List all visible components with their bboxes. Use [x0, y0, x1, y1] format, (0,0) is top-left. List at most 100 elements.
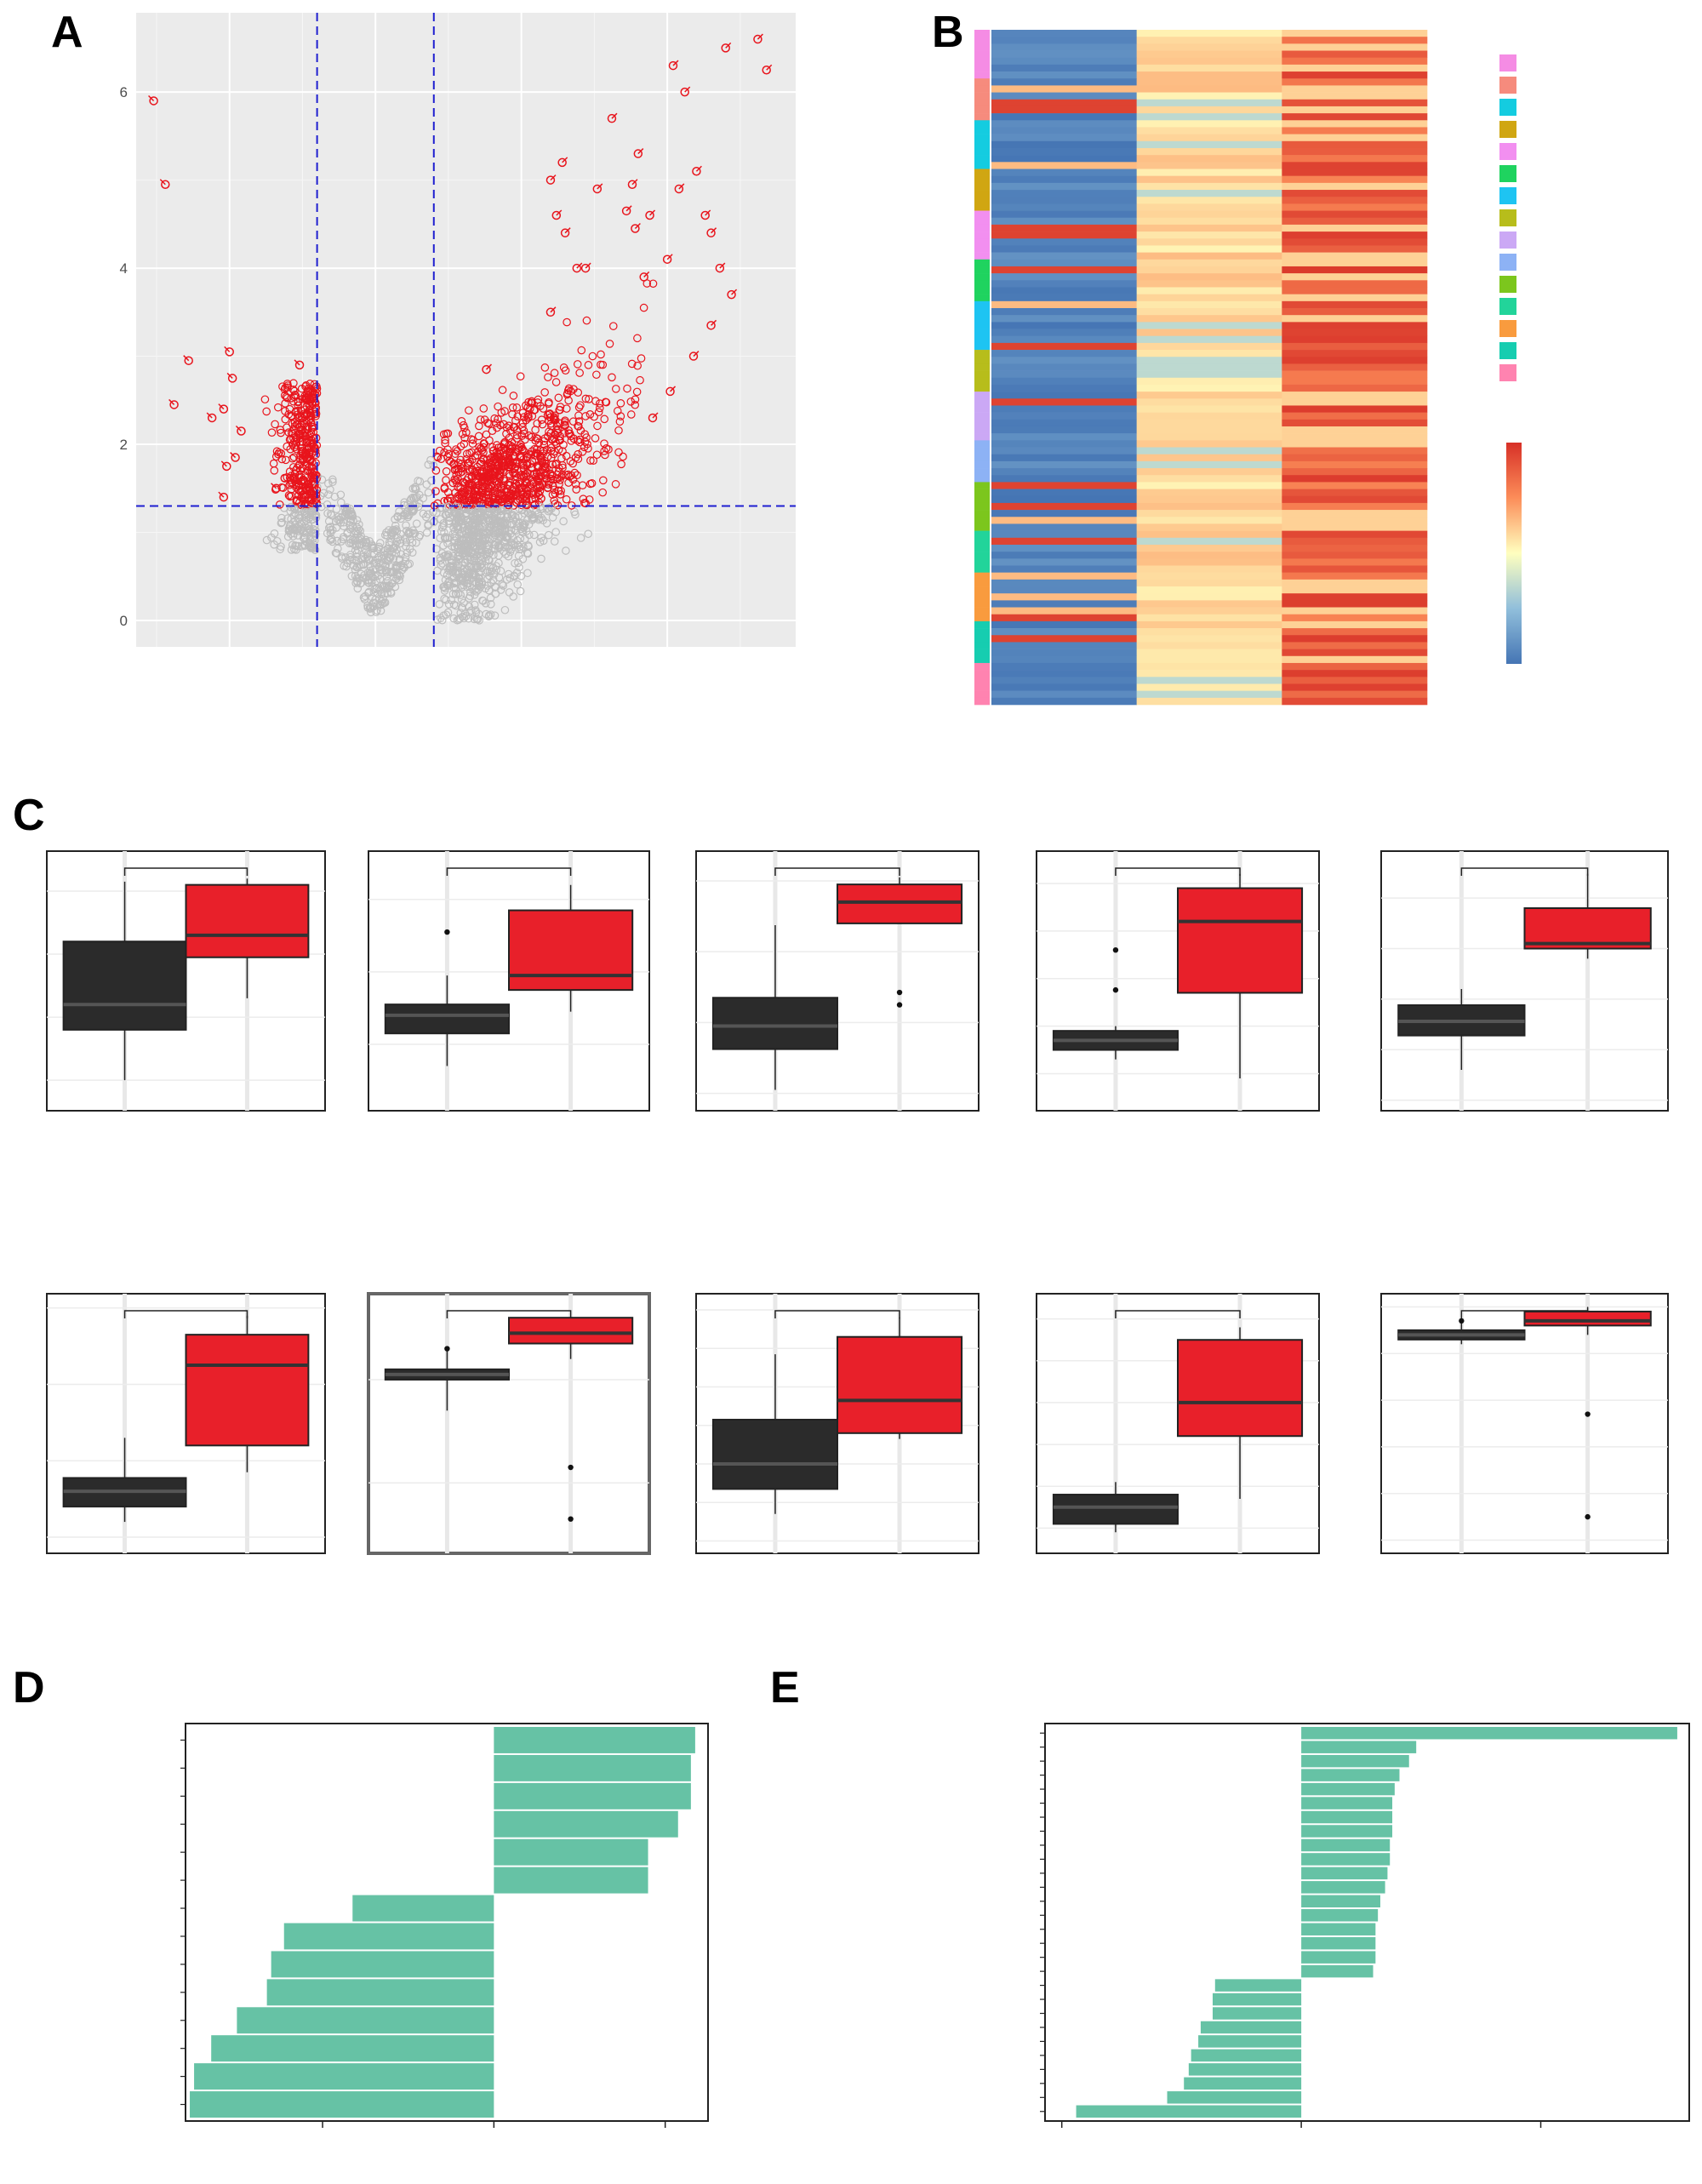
background-point	[306, 455, 314, 464]
signature-cell	[974, 357, 990, 364]
background-point	[637, 354, 646, 363]
background-point	[524, 397, 533, 407]
heatmap-cell	[1136, 635, 1282, 643]
background-point	[555, 405, 564, 415]
background-point	[484, 545, 493, 554]
background-point	[636, 375, 644, 385]
signature-cell	[974, 510, 990, 517]
signature-cell	[974, 273, 990, 281]
background-point	[297, 542, 306, 551]
bar	[1214, 1979, 1302, 1992]
background-point	[574, 449, 582, 459]
bar	[1184, 2077, 1302, 2090]
background-point	[605, 340, 614, 348]
background-point	[574, 422, 583, 431]
background-point	[459, 489, 468, 497]
background-point	[600, 439, 608, 448]
heatmap-cell	[991, 579, 1137, 587]
heatmap-cell	[1282, 655, 1428, 664]
signature-cell	[974, 642, 990, 649]
bar	[1301, 1727, 1677, 1740]
heatmap-cell	[1136, 517, 1282, 524]
background-point	[437, 503, 447, 512]
heatmap-cell	[1282, 287, 1428, 294]
background-point	[576, 534, 585, 542]
background-point	[374, 552, 384, 561]
heatmap-cell	[991, 614, 1137, 622]
heatmap-cell	[1282, 308, 1428, 316]
background-point	[311, 511, 321, 520]
heatmap-cell	[1136, 628, 1282, 636]
gene-point	[721, 43, 730, 53]
background-point	[546, 446, 556, 455]
heatmap-cell	[1282, 294, 1428, 302]
gene-point	[639, 272, 648, 282]
background-point	[368, 543, 376, 552]
background-point	[597, 360, 605, 369]
background-point	[528, 412, 537, 420]
background-point	[537, 472, 546, 481]
heatmap-cell	[1136, 203, 1282, 211]
gene-point	[545, 175, 556, 185]
background-point	[509, 392, 518, 400]
signature-cell	[974, 147, 990, 156]
background-point	[405, 559, 414, 569]
background-point	[523, 490, 532, 499]
background-point	[366, 563, 375, 572]
background-point	[389, 544, 398, 553]
background-point	[616, 399, 625, 408]
background-point	[362, 547, 371, 556]
background-point	[539, 516, 548, 525]
panel-letter: E	[770, 1663, 800, 1712]
background-point	[444, 509, 453, 518]
gene-point	[662, 254, 672, 264]
signature-cell	[974, 655, 990, 664]
gene-connector	[670, 386, 677, 392]
gene-connector	[294, 359, 300, 366]
heatmap-cell	[1282, 350, 1428, 357]
heatmap-cell	[1136, 426, 1282, 434]
background-point	[494, 479, 504, 488]
signature-cell	[974, 607, 990, 615]
bar	[1301, 1853, 1391, 1866]
background-point	[384, 557, 392, 565]
heatmap-cell	[991, 482, 1137, 489]
heatmap-cell	[1282, 357, 1428, 364]
heatmap-cell	[991, 662, 1137, 671]
gene-connector	[634, 222, 641, 230]
bar	[1301, 1923, 1376, 1935]
background-point	[296, 455, 305, 464]
background-point	[401, 557, 410, 566]
heatmap-cell	[991, 670, 1137, 677]
background-point	[278, 382, 287, 391]
gene-point	[715, 263, 725, 273]
gene-connector	[159, 179, 166, 186]
boxplot-pdl1	[695, 1293, 980, 1554]
gene-connector	[148, 94, 155, 102]
heatmap-cell	[991, 259, 1137, 267]
background-point	[330, 492, 340, 501]
background-point	[370, 585, 379, 594]
gene-connector	[631, 179, 638, 186]
background-point	[436, 515, 445, 523]
heatmap-cell	[1136, 440, 1282, 448]
background-point	[471, 587, 481, 596]
background-point	[311, 383, 320, 392]
background-point	[499, 474, 508, 483]
background-point	[441, 436, 449, 444]
background-point	[452, 522, 461, 531]
signature-cell	[974, 620, 990, 629]
background-point	[543, 504, 552, 512]
background-point	[454, 569, 463, 579]
heatmap-cell	[1136, 655, 1282, 664]
background-point	[397, 550, 406, 559]
boxplot-neutrophil-activation	[1036, 1293, 1320, 1554]
background-point	[298, 414, 306, 423]
gene-point	[572, 263, 582, 273]
heatmap-cell	[991, 238, 1137, 246]
background-point	[479, 443, 488, 452]
box	[508, 1317, 634, 1345]
background-point	[500, 462, 508, 471]
background-point	[462, 449, 471, 459]
heatmap-cell	[1136, 50, 1282, 59]
